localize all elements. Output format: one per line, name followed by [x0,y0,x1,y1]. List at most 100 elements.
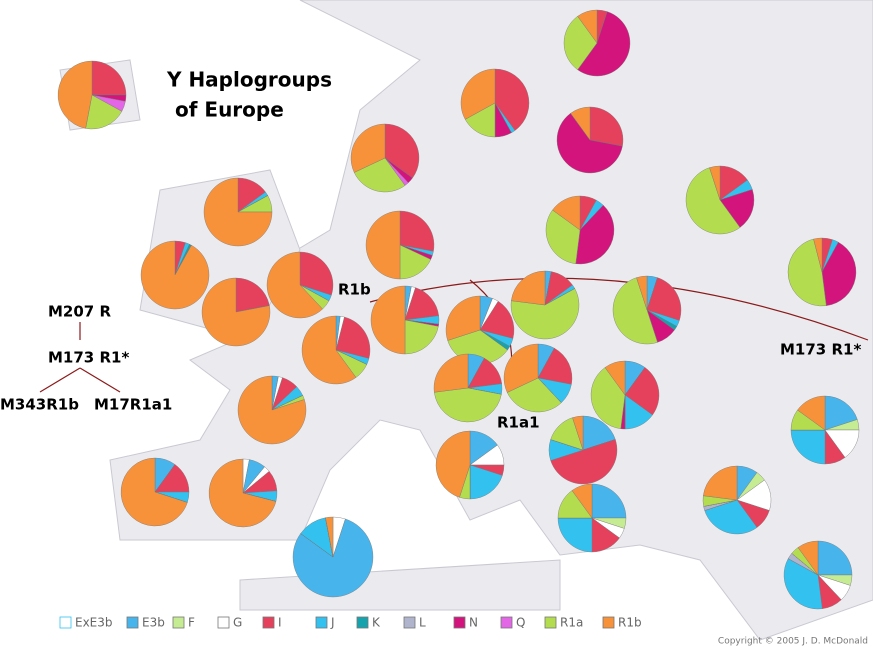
legend-swatch [500,616,513,629]
legend-label: E3b [142,616,165,630]
pie-slice [335,316,371,359]
pie [292,516,374,598]
legend-label: R1b [618,616,642,630]
pie-slice [506,377,562,413]
pie-slice [370,285,406,355]
pie [435,430,505,500]
pie-slice [301,315,357,385]
pie-slice [545,209,581,264]
pie [510,270,580,340]
pie-slice [365,210,401,280]
pie [370,285,440,355]
pie-slice [550,439,618,485]
annotation: M207 R [48,303,111,321]
pie [545,195,615,265]
pie [460,68,530,138]
pie-slice [292,518,374,598]
pie-slice [824,395,858,431]
pie-slice [384,123,420,179]
pie-slice [589,106,624,147]
pie-slice [237,375,307,445]
legend-swatch [217,616,230,629]
copyright: Copyright © 2005 J. D. McDonald [718,637,868,647]
pie-slice [719,189,755,228]
pie-slice [445,295,481,341]
annotation: M173 R1* [48,349,129,367]
pie [503,343,573,413]
pie [702,465,772,535]
pie [237,375,307,445]
pie-slice [120,457,188,527]
pie [590,360,660,430]
title: Y Haplogroups [166,68,332,92]
pie [548,415,618,485]
pie-slice [404,319,439,355]
pie-slice [503,343,539,393]
pie-slice [140,240,210,310]
annotation: M343R1b [0,396,79,414]
pie [208,458,278,528]
pie [57,60,127,130]
pie-slice [208,458,277,528]
legend-swatch [315,616,328,629]
legend-swatch [356,616,369,629]
annotation: R1a1 [497,414,540,432]
legend-label: R1a [560,616,583,630]
pie-slice [537,347,573,385]
pie-slice [435,430,471,498]
legend-label: F [188,616,195,630]
pie [350,123,420,193]
annotation: R1b [338,281,371,299]
legend-label: G [233,616,242,630]
pie-slice [646,277,682,321]
pie [557,483,627,553]
legend-swatch [59,616,72,629]
pie [140,240,210,310]
land [239,559,561,611]
pie [787,237,857,307]
pie-slice [91,60,127,96]
pie-slice [563,16,598,70]
pie-slice [350,123,386,173]
pie-slice [479,301,515,339]
pie [301,315,371,385]
legend-swatch [403,616,416,629]
pie [120,457,190,527]
pie-slice [85,94,123,130]
pie-slice [783,558,823,610]
pie-slice [709,165,721,201]
pie [612,275,682,345]
legend-label: ExE3b [75,616,113,630]
pie-slice [511,270,546,306]
annotation: M17R1a1 [94,396,172,414]
legend-label: N [469,616,478,630]
pie [445,295,515,365]
legend-label: J [330,616,335,630]
pie-slice [604,360,626,396]
pie-slice [577,11,631,77]
pie-slice [813,237,823,273]
pie-slice [57,60,93,129]
pie-slice [460,68,496,120]
pie-slice [703,465,738,501]
pie-slice [494,68,530,131]
pie-slice [821,241,857,306]
pie-slice [704,499,758,535]
pie-slice [582,415,616,451]
pie-slice [572,415,584,451]
pie-slice [552,195,581,231]
pie-slice [299,251,334,296]
pie-slice [266,251,323,319]
pie-slice [787,238,827,307]
pie-slice [203,177,273,247]
pie-slice [557,517,593,553]
pie-slice [817,540,853,576]
annotation: M173 R1* [780,341,861,359]
pie-slice [353,157,406,193]
pie-slice [797,395,826,431]
pie-slice [590,367,626,429]
pie-slice [235,277,270,313]
pie-slice [570,106,591,141]
legend-label: Q [516,616,525,630]
